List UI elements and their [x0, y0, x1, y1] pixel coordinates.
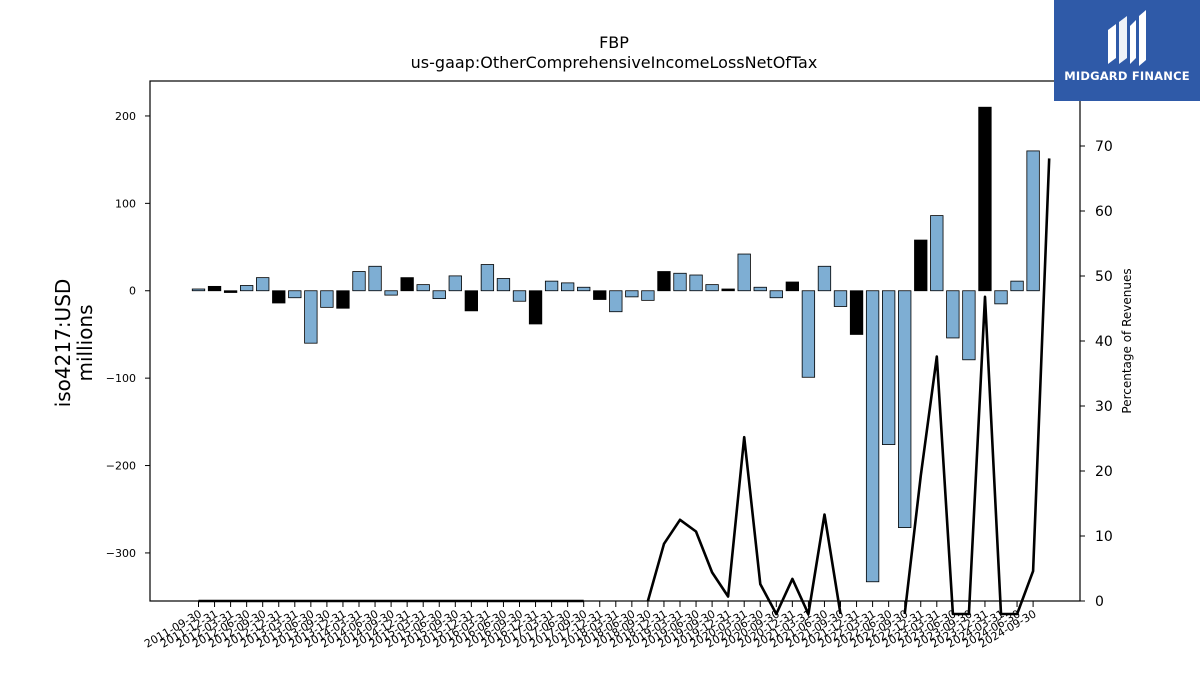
bar-2014-03-31: [352, 271, 366, 292]
y2-tick-label: 60: [1095, 204, 1113, 220]
x-axis: 2011-09-302011-12-312012-03-312012-06-30…: [142, 601, 1039, 651]
y-axis: −300 −200 −100 0 100 200: [106, 110, 150, 560]
y2-tick-label: 30: [1095, 399, 1113, 415]
bar-2020-09-30: [769, 290, 783, 299]
bar-2019-12-31: [721, 288, 735, 292]
bar-2014-12-31: [400, 277, 414, 292]
bar-2018-09-30: [641, 290, 655, 301]
bar-2015-09-30: [448, 275, 462, 292]
bar-2013-09-30: [320, 290, 334, 308]
bar-2011-09-30: [191, 288, 206, 292]
bar-2013-06-30: [304, 290, 318, 344]
bar-2018-06-30: [625, 290, 639, 298]
bar-2022-09-30: [898, 290, 912, 528]
y-tick-label: −100: [106, 372, 136, 385]
bar-2023-06-30: [946, 290, 960, 339]
line-segment-1: [646, 435, 842, 616]
bar-2019-06-30: [689, 274, 703, 292]
y-axis-label-line2: millions: [73, 304, 97, 381]
bar-2012-09-30: [256, 277, 270, 292]
y2-tick-label: 20: [1095, 464, 1113, 480]
bar-2018-03-31: [609, 290, 623, 313]
bar-2017-06-30: [561, 282, 575, 292]
bar-2017-03-31: [544, 280, 559, 292]
line-group: [198, 158, 1051, 616]
bar-2024-03-31: [994, 290, 1008, 305]
y2-axis-label: Percentage of Revenues: [1120, 268, 1134, 413]
line-segment-2: [903, 158, 1051, 616]
bar-2016-12-31: [528, 290, 543, 325]
bar-2015-06-30: [432, 290, 446, 300]
bar-2018-12-31: [657, 271, 671, 292]
bar-2020-06-30: [753, 286, 767, 292]
bar-2022-06-30: [882, 290, 896, 445]
bar-2023-09-30: [962, 290, 976, 361]
bar-2011-12-31: [207, 285, 222, 292]
bar-2016-09-30: [512, 290, 527, 302]
bar-2023-12-31: [978, 106, 992, 292]
bar-2016-06-30: [496, 278, 511, 292]
bar-2021-12-31: [849, 290, 864, 335]
y-axis-label-line1: iso4217:USD: [51, 279, 75, 408]
bar-2022-03-31: [865, 290, 880, 583]
y2-axis: 0 10 20 30 40 50 60 70: [1080, 139, 1113, 610]
bar-2023-03-31: [930, 215, 944, 292]
bar-2022-12-31: [914, 239, 928, 292]
plot-frame: [149, 80, 1081, 602]
y-tick-label: −300: [106, 547, 136, 560]
bar-2014-09-30: [384, 290, 398, 296]
bar-2020-12-31: [785, 281, 799, 292]
bar-2013-03-31: [288, 290, 302, 299]
bar-2012-12-31: [272, 290, 286, 304]
logo: MIDGARD FINANCE: [1054, 0, 1200, 101]
bar-2012-03-31: [223, 290, 238, 293]
y-tick-label: 100: [115, 197, 136, 210]
bar-2015-12-31: [464, 290, 479, 312]
bar-2021-06-30: [817, 265, 832, 292]
logo-text: MIDGARD FINANCE: [1064, 69, 1190, 83]
y2-tick-label: 70: [1095, 139, 1113, 155]
logo-mark-icon: [1108, 10, 1146, 66]
y-tick-label: −200: [106, 460, 136, 473]
bar-2013-12-31: [336, 290, 350, 309]
bar-2020-03-31: [737, 253, 751, 292]
bar-2019-09-30: [705, 284, 719, 292]
y-tick-label: 0: [129, 285, 136, 298]
bar-2015-03-31: [416, 284, 430, 292]
bar-2021-09-30: [833, 290, 848, 307]
y2-tick-label: 50: [1095, 269, 1113, 285]
bar-2012-06-30: [239, 285, 254, 292]
bar-2017-09-30: [577, 286, 591, 292]
y2-tick-label: 40: [1095, 334, 1113, 350]
bar-2021-03-31: [801, 290, 816, 378]
bar-2017-12-31: [593, 290, 607, 300]
bar-2019-03-31: [673, 272, 687, 292]
bar-group: [191, 106, 1040, 583]
chart-subtitle: us-gaap:OtherComprehensiveIncomeLossNetO…: [411, 53, 818, 72]
chart-title: FBP: [599, 33, 629, 52]
bar-2016-03-31: [480, 264, 495, 292]
bar-2024-06-30: [1010, 280, 1024, 292]
y-tick-label: 200: [115, 110, 136, 123]
y2-tick-label: 0: [1095, 594, 1104, 610]
bar-2014-06-30: [368, 265, 382, 292]
y2-tick-label: 10: [1095, 529, 1113, 545]
bar-2024-09-30: [1026, 150, 1040, 292]
